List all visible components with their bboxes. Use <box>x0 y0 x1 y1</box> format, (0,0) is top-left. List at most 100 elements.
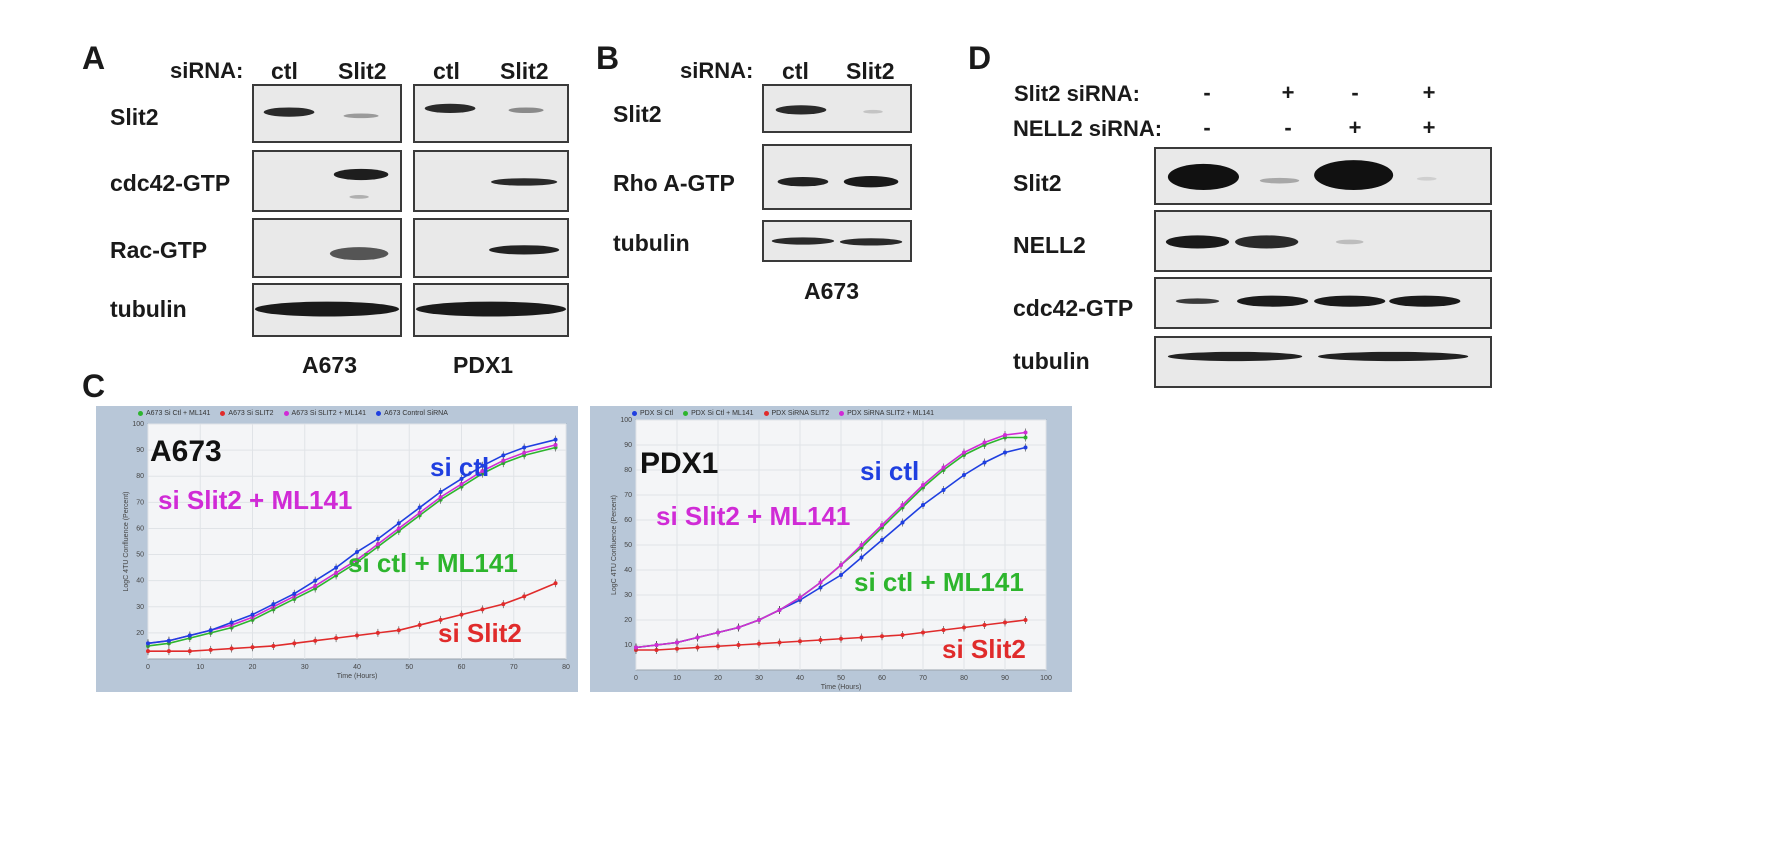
chart-a673-legend: A673 Si Ctl + ML141 A673 Si SLIT2 A673 S… <box>138 410 448 417</box>
y-tick-label: 60 <box>136 525 144 532</box>
panel-a-lane-3: ctl <box>433 58 460 84</box>
data-point <box>396 628 401 633</box>
x-tick-label: 100 <box>1040 675 1052 682</box>
data-point <box>736 625 741 630</box>
x-axis-label: Time (Hours) <box>337 673 378 680</box>
legend-text: PDX SiRNA SLIT2 + ML141 <box>847 410 935 417</box>
series-line <box>635 431 1026 649</box>
series-annotation: si Slit2 <box>942 634 1026 664</box>
data-point <box>1003 620 1007 625</box>
legend-text: PDX Si Ctl <box>640 410 674 417</box>
data-point <box>1023 435 1028 440</box>
data-point <box>480 469 485 473</box>
x-tick-label: 10 <box>673 675 681 682</box>
panel-b-lane-2: Slit2 <box>846 58 895 84</box>
data-point <box>921 483 925 487</box>
blot-a-a673-slit2 <box>252 84 402 143</box>
data-point <box>736 643 741 647</box>
blot-a-pdx1-cdc42 <box>413 150 569 212</box>
data-point <box>695 635 700 640</box>
data-point <box>716 630 720 635</box>
blot-a-pdx1-tubulin <box>413 283 569 337</box>
x-tick-label: 0 <box>146 664 150 671</box>
y-axis-label: LogC 4TU Confluence (Percent) <box>611 495 618 595</box>
panel-c-letter: C <box>82 368 106 404</box>
data-point <box>480 463 485 468</box>
data-point <box>962 625 966 630</box>
legend-text: PDX SiRNA SLIT2 <box>771 410 830 417</box>
data-point <box>229 646 234 651</box>
chart-pdx1-legend-item: PDX SiRNA SLIT2 + ML141 <box>839 410 934 417</box>
data-point <box>187 649 192 654</box>
data-point <box>313 578 318 583</box>
panel-a-sirna-label: siRNA: <box>170 58 244 83</box>
series-annotation: si ctl <box>430 452 489 482</box>
data-point <box>480 607 485 612</box>
data-point <box>982 440 987 445</box>
data-point <box>900 503 905 507</box>
data-point <box>941 488 946 492</box>
panel-d-nell2-sirna-label: NELL2 siRNA: <box>1013 116 1163 141</box>
data-point <box>1003 433 1007 437</box>
data-point <box>166 649 171 654</box>
data-point <box>417 623 422 628</box>
data-point <box>880 538 884 542</box>
chart-pdx1-legend-item: PDX SiRNA SLIT2 <box>763 410 830 417</box>
data-point <box>417 505 422 510</box>
chart-a673-frame: A673 Si Ctl + ML141 A673 Si SLIT2 A673 S… <box>96 406 578 692</box>
blot-d-cdc42 <box>1154 277 1492 329</box>
data-point <box>522 450 527 455</box>
legend-text: A673 Si Ctl + ML141 <box>146 410 211 417</box>
chart-pdx1: 0 10 20 30 40 50 60 70 80 90 100 10 20 30 40 50 60 70 80 90… <box>611 417 1052 691</box>
data-point <box>187 633 192 638</box>
x-tick-label: 30 <box>755 675 763 682</box>
panel-d-letter: D <box>968 40 992 76</box>
y-tick-label: 80 <box>136 473 144 480</box>
data-point <box>375 536 380 541</box>
data-point <box>880 634 884 639</box>
x-tick-label: 0 <box>634 675 638 682</box>
chart-pdx1-frame: PDX Si Ctl PDX Si Ctl + ML141 PDX SiRNA … <box>590 406 1072 692</box>
data-point <box>501 453 506 458</box>
series-annotation: si Slit2 + ML141 <box>656 501 850 531</box>
data-point <box>818 580 823 585</box>
data-point <box>250 612 255 617</box>
panel-d-row-tubulin: tubulin <box>1013 348 1090 374</box>
panel-a-row-slit2: Slit2 <box>110 104 159 130</box>
x-tick-label: 80 <box>562 664 570 671</box>
series-annotation: si ctl + ML141 <box>348 548 518 578</box>
data-point <box>146 641 150 646</box>
blot-d-slit2 <box>1154 147 1492 205</box>
y-tick-label: 50 <box>624 542 632 549</box>
panel-d-slit2-lane-1: - <box>1203 80 1211 105</box>
data-point <box>921 503 925 507</box>
blot-a-pdx1-slit2 <box>413 84 569 143</box>
data-point <box>716 644 720 649</box>
data-point <box>438 489 443 494</box>
data-point <box>146 649 150 654</box>
data-point <box>880 523 884 527</box>
blot-a-a673-tubulin <box>252 283 402 337</box>
panel-d-nell2-lane-4: + <box>1422 115 1436 140</box>
data-point <box>962 450 966 455</box>
chart-title: PDX1 <box>640 447 718 480</box>
panel-a-lane-2: Slit2 <box>338 58 387 84</box>
panel-b-letter: B <box>596 40 620 76</box>
panel-d-slit2-lane-4: + <box>1422 80 1436 105</box>
data-point <box>1023 618 1028 622</box>
y-tick-label: 20 <box>136 630 144 637</box>
panel-b-cell-line: A673 <box>804 278 859 304</box>
data-point <box>522 445 527 450</box>
x-tick-label: 60 <box>878 675 886 682</box>
data-point <box>355 549 359 554</box>
chart-a673-legend-item: A673 Control SiRNA <box>376 410 448 417</box>
panel-d-nell2-lane-1: - <box>1203 115 1211 140</box>
data-point <box>900 520 905 525</box>
data-point <box>757 618 761 622</box>
data-point <box>355 557 359 562</box>
data-point <box>166 638 171 643</box>
series-line <box>636 619 1026 651</box>
panel-b-row-rhoa: Rho A-GTP <box>613 170 735 196</box>
blot-d-tubulin <box>1154 336 1492 388</box>
data-point <box>459 612 464 617</box>
